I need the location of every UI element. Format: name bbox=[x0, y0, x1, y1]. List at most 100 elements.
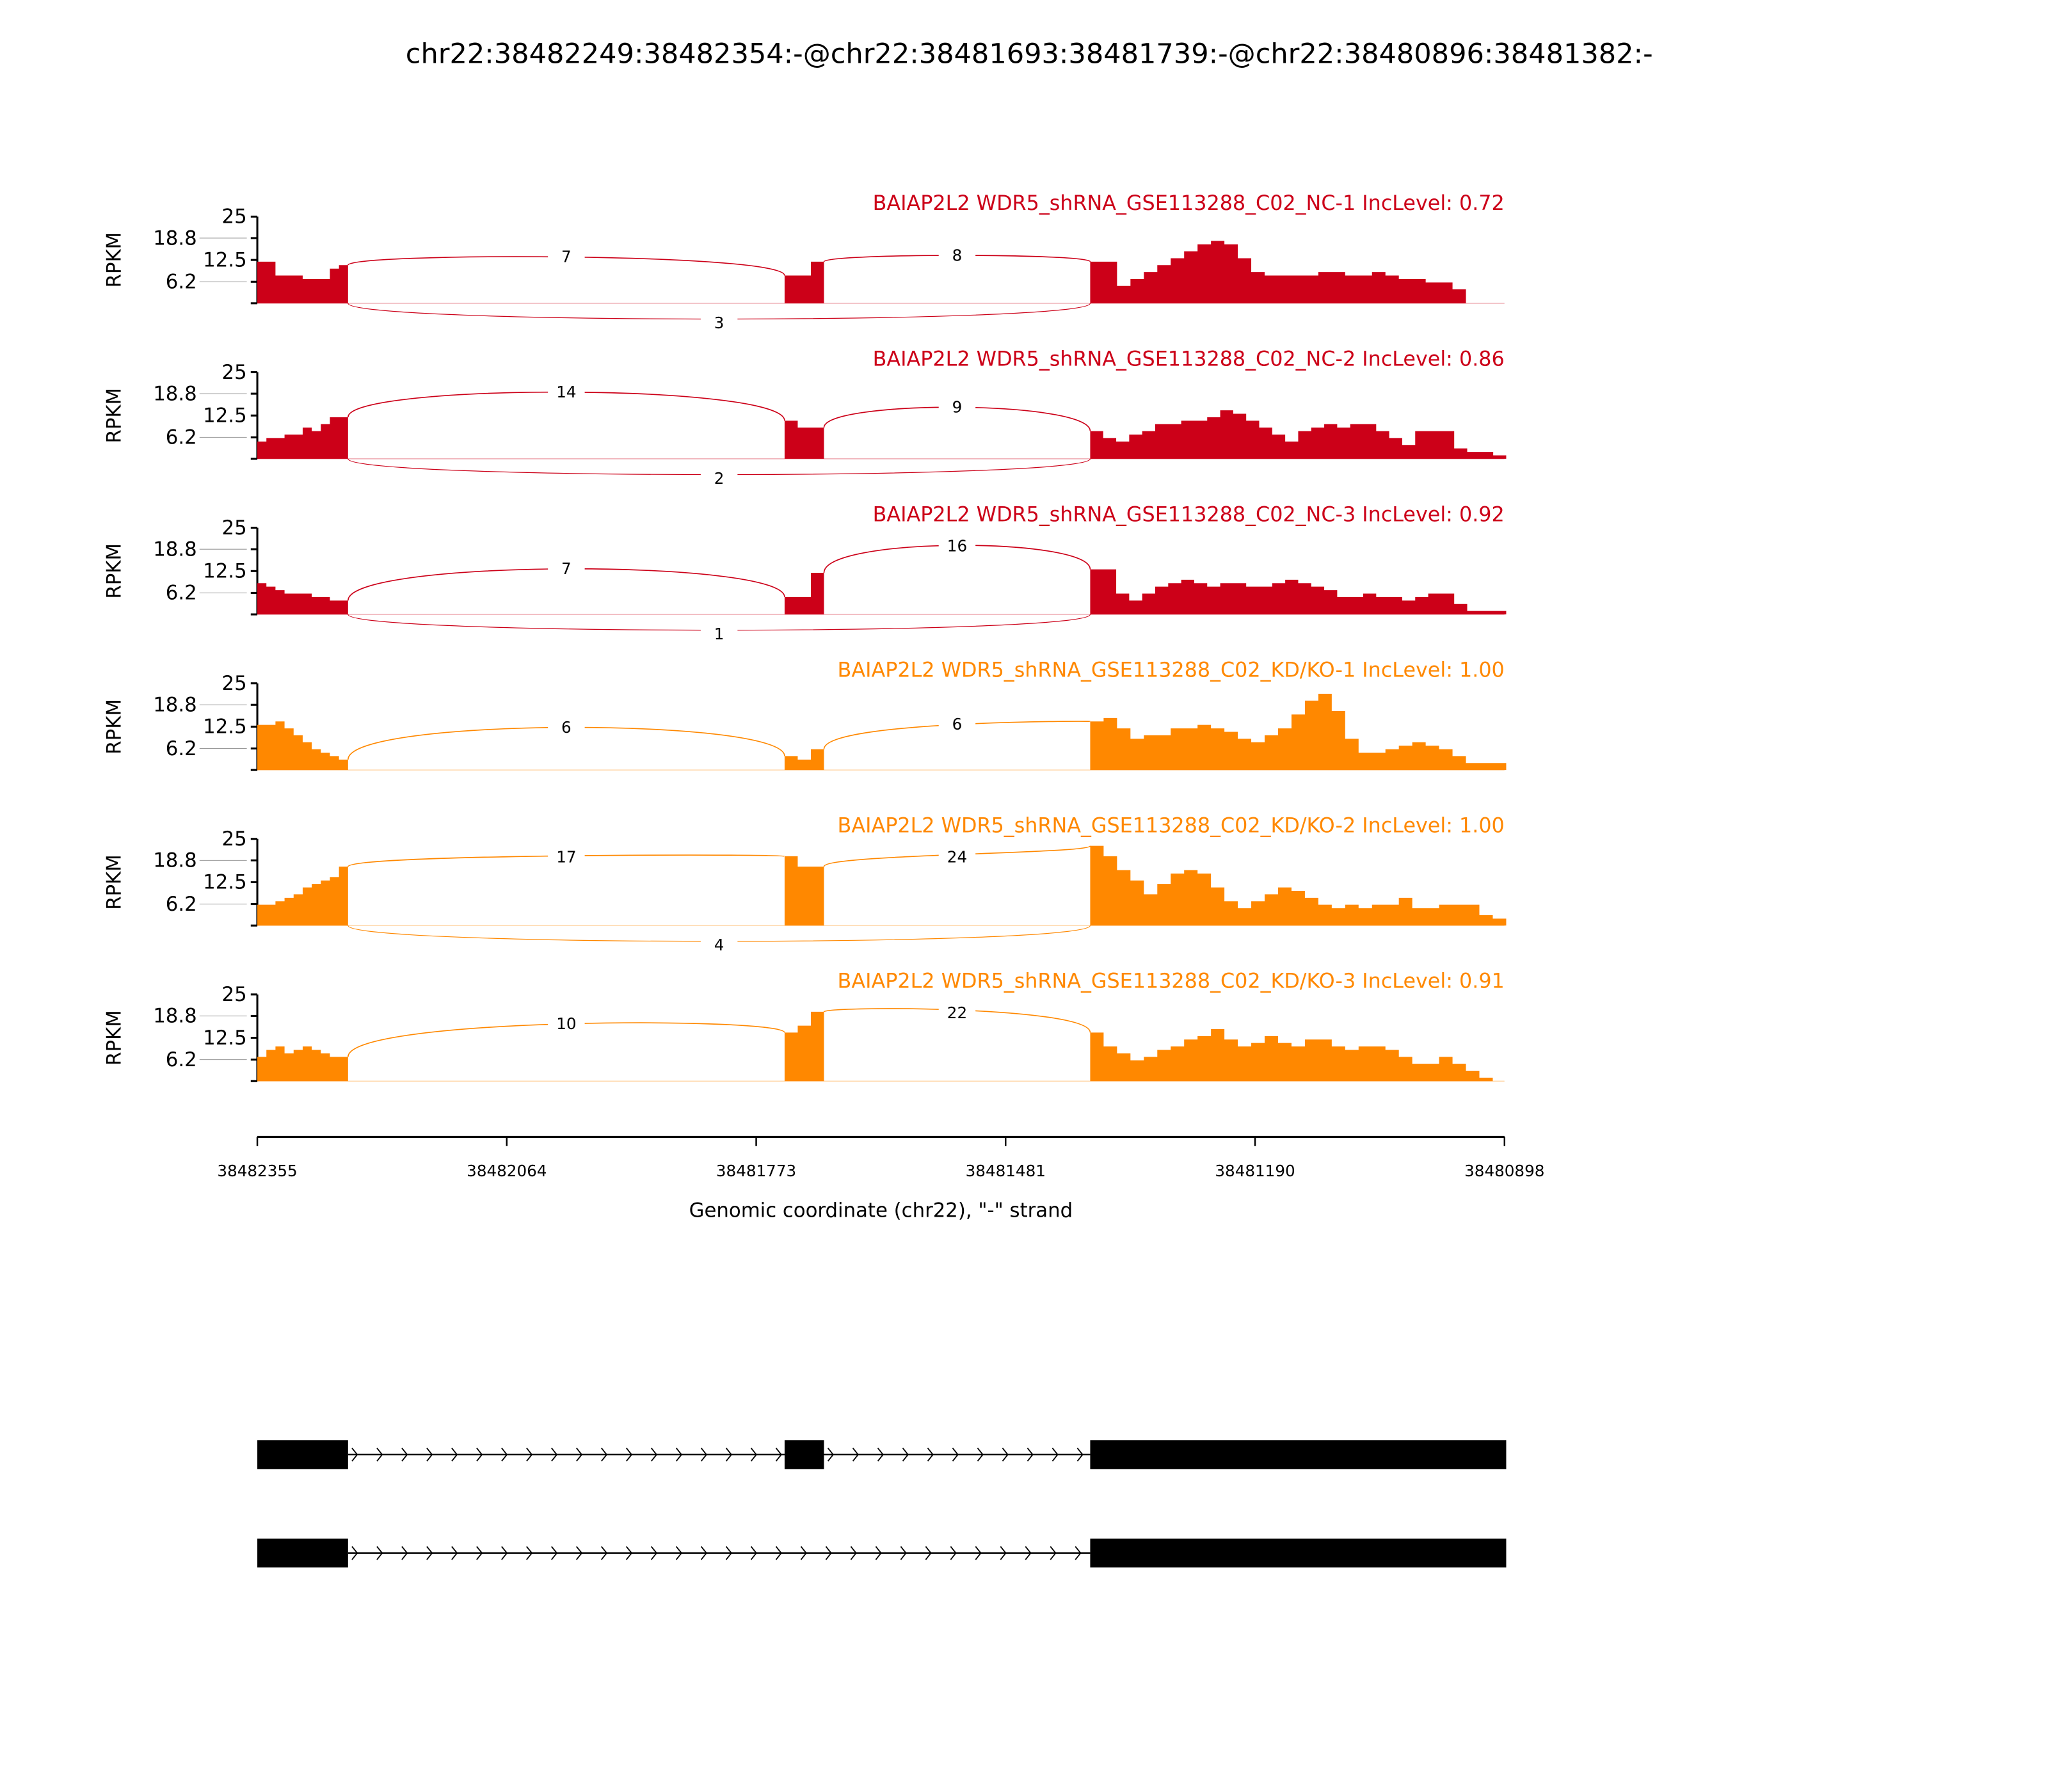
y-tick-label: 6.2 bbox=[166, 426, 197, 449]
y-tick-label: 6.2 bbox=[166, 271, 197, 294]
strand-chevron-icon bbox=[675, 1447, 683, 1462]
junction-label-bg bbox=[548, 557, 585, 577]
junction-label-bg bbox=[700, 467, 738, 486]
sample-panel: 25 18.8 12.5 6.2 RPKM BAIAP2L2 WDR5_shRNA_GSE… bbox=[103, 191, 1507, 332]
junction-label-bg bbox=[938, 712, 976, 733]
strand-chevron-icon bbox=[376, 1447, 383, 1462]
junction-count: 3 bbox=[714, 314, 724, 332]
y-tick-label: 25 bbox=[222, 672, 247, 695]
coverage-area bbox=[257, 583, 348, 614]
strand-chevron-icon bbox=[1050, 1546, 1057, 1560]
strand-chevron-icon bbox=[551, 1447, 558, 1462]
strand-chevron-icon bbox=[775, 1447, 782, 1462]
sample-panel: 25 18.8 12.5 6.2 RPKM BAIAP2L2 WDR5_shRNA_GSE… bbox=[103, 814, 1507, 954]
strand-chevron-icon bbox=[526, 1447, 533, 1462]
junction-count: 17 bbox=[556, 848, 576, 867]
strand-chevron-icon bbox=[1052, 1447, 1059, 1462]
y-tick-label: 25 bbox=[222, 361, 247, 384]
strand-chevron-icon bbox=[950, 1546, 957, 1560]
strand-chevron-icon bbox=[426, 1447, 433, 1462]
strand-chevron-icon bbox=[852, 1447, 859, 1462]
junction-label-bg bbox=[938, 534, 976, 554]
y-tick-label: 12.5 bbox=[203, 248, 246, 271]
strand-chevron-icon bbox=[1076, 1447, 1084, 1462]
junction-count: 1 bbox=[714, 625, 724, 643]
x-tick-label: 38481190 bbox=[1215, 1162, 1295, 1180]
coverage-area bbox=[784, 856, 824, 926]
exon-block bbox=[257, 1440, 348, 1469]
coverage-area bbox=[257, 1046, 348, 1082]
coverage-area bbox=[784, 1011, 824, 1082]
strand-chevron-icon bbox=[650, 1546, 658, 1560]
y-axis-label: RPKM bbox=[103, 232, 126, 288]
strand-chevron-icon bbox=[1075, 1546, 1082, 1560]
x-tick-label: 38482355 bbox=[217, 1162, 297, 1180]
y-tick-label: 6.2 bbox=[166, 582, 197, 605]
x-tick-label: 38481481 bbox=[966, 1162, 1046, 1180]
exon-block bbox=[1090, 1539, 1507, 1568]
coverage-area bbox=[784, 261, 824, 303]
x-tick-label: 38480898 bbox=[1464, 1162, 1544, 1180]
junction-label-bg bbox=[938, 845, 976, 865]
junction-count: 8 bbox=[952, 246, 963, 264]
junction-count: 7 bbox=[561, 559, 572, 578]
coverage-area bbox=[1090, 410, 1507, 459]
junction-label-bg bbox=[938, 243, 976, 264]
coverage-area bbox=[1090, 693, 1507, 771]
junction-label-bg bbox=[548, 1012, 585, 1032]
strand-chevron-icon bbox=[975, 1546, 982, 1560]
coverage-area bbox=[1090, 569, 1507, 614]
strand-chevron-icon bbox=[401, 1546, 408, 1560]
strand-chevron-icon bbox=[850, 1546, 857, 1560]
coverage-area bbox=[784, 749, 824, 771]
y-tick-label: 12.5 bbox=[203, 1027, 246, 1050]
coverage-area bbox=[257, 721, 348, 771]
strand-chevron-icon bbox=[750, 1447, 757, 1462]
strand-chevron-icon bbox=[827, 1447, 835, 1462]
junction-count: 7 bbox=[561, 248, 572, 266]
strand-chevron-icon bbox=[476, 1447, 483, 1462]
sample-title: BAIAP2L2 WDR5_shRNA_GSE113288_C02_NC-3 I… bbox=[873, 502, 1505, 526]
strand-chevron-icon bbox=[1002, 1447, 1009, 1462]
strand-chevron-icon bbox=[1027, 1447, 1034, 1462]
sample-panel: 25 18.8 12.5 6.2 RPKM BAIAP2L2 WDR5_shRNA_GSE… bbox=[103, 970, 1507, 1082]
chart-title: chr22:38482249:38482354:-@chr22:38481693… bbox=[406, 38, 1653, 70]
strand-chevron-icon bbox=[952, 1447, 959, 1462]
strand-chevron-icon bbox=[526, 1546, 533, 1560]
strand-chevron-icon bbox=[426, 1546, 433, 1560]
strand-chevron-icon bbox=[775, 1546, 782, 1560]
sample-panel: 25 18.8 12.5 6.2 RPKM BAIAP2L2 WDR5_shRNA_GSE… bbox=[103, 502, 1507, 643]
strand-chevron-icon bbox=[576, 1546, 583, 1560]
junction-label-bg bbox=[700, 622, 738, 643]
coverage-area bbox=[784, 573, 824, 614]
junction-count: 9 bbox=[952, 398, 963, 417]
strand-chevron-icon bbox=[451, 1546, 458, 1560]
y-tick-label: 6.2 bbox=[166, 1048, 197, 1071]
coverage-area bbox=[1090, 1029, 1507, 1082]
sample-panel: 25 18.8 12.5 6.2 RPKM BAIAP2L2 WDR5_shRNA_GSE… bbox=[103, 347, 1507, 488]
coverage-area bbox=[257, 417, 348, 459]
sample-title: BAIAP2L2 WDR5_shRNA_GSE113288_C02_KD/KO-… bbox=[838, 814, 1505, 838]
junction-label-bg bbox=[548, 380, 585, 401]
exon-block bbox=[257, 1539, 348, 1568]
strand-chevron-icon bbox=[351, 1447, 358, 1462]
y-tick-label: 12.5 bbox=[203, 716, 246, 739]
strand-chevron-icon bbox=[927, 1447, 934, 1462]
sample-panel: 25 18.8 12.5 6.2 RPKM BAIAP2L2 WDR5_shRNA_GSE… bbox=[103, 658, 1507, 771]
exon-block bbox=[784, 1440, 824, 1469]
strand-chevron-icon bbox=[725, 1546, 732, 1560]
strand-chevron-icon bbox=[825, 1546, 832, 1560]
strand-chevron-icon bbox=[601, 1447, 608, 1462]
junction-count: 6 bbox=[952, 715, 963, 733]
strand-chevron-icon bbox=[700, 1546, 708, 1560]
y-tick-label: 6.2 bbox=[166, 893, 197, 916]
strand-chevron-icon bbox=[501, 1447, 508, 1462]
junction-label-bg bbox=[938, 395, 976, 415]
exon-block bbox=[1090, 1440, 1507, 1469]
strand-chevron-icon bbox=[476, 1546, 483, 1560]
strand-chevron-icon bbox=[925, 1546, 932, 1560]
y-axis-label: RPKM bbox=[103, 1010, 126, 1066]
y-tick-label: 12.5 bbox=[203, 871, 246, 894]
sample-title: BAIAP2L2 WDR5_shRNA_GSE113288_C02_NC-1 I… bbox=[873, 191, 1505, 215]
strand-chevron-icon bbox=[800, 1546, 807, 1560]
